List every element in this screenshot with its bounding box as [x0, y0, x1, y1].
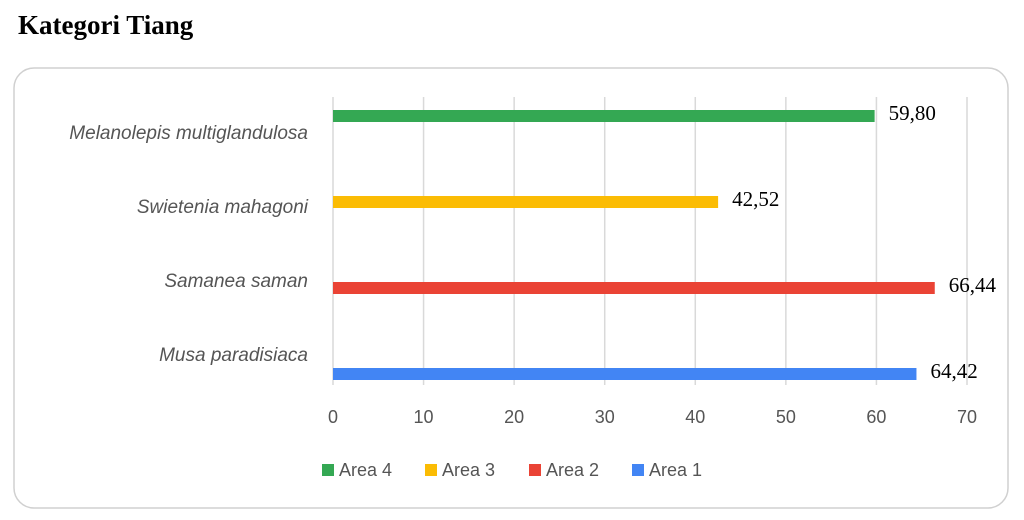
- y-tick-label: Melanolepis multiglandulosa: [69, 123, 308, 144]
- x-tick-label: 40: [685, 407, 705, 427]
- legend-swatch: [529, 464, 541, 476]
- data-label: 42,52: [732, 187, 779, 211]
- bar: [333, 196, 719, 208]
- x-tick-label: 60: [866, 407, 886, 427]
- y-tick-label: Samanea saman: [164, 271, 308, 292]
- legend-label: Area 2: [546, 460, 599, 480]
- x-tick-label: 0: [328, 407, 338, 427]
- legend-swatch: [322, 464, 334, 476]
- y-tick-label: Musa paradisiaca: [159, 345, 308, 366]
- legend-label: Area 1: [649, 460, 702, 480]
- x-tick-label: 50: [776, 407, 796, 427]
- x-tick-label: 30: [595, 407, 615, 427]
- legend-swatch: [425, 464, 437, 476]
- legend-swatch: [632, 464, 644, 476]
- chart-title: Kategori Tiang: [18, 10, 194, 40]
- bar: [333, 110, 875, 122]
- x-tick-label: 10: [414, 407, 434, 427]
- y-tick-label: Swietenia mahagoni: [137, 197, 309, 218]
- legend-label: Area 3: [442, 460, 495, 480]
- legend-label: Area 4: [339, 460, 392, 480]
- bar: [333, 282, 935, 294]
- bar: [333, 368, 917, 380]
- data-label: 66,44: [949, 273, 997, 297]
- data-label: 64,42: [930, 359, 977, 383]
- x-tick-label: 20: [504, 407, 524, 427]
- x-tick-label: 70: [957, 407, 977, 427]
- data-label: 59,80: [889, 101, 936, 125]
